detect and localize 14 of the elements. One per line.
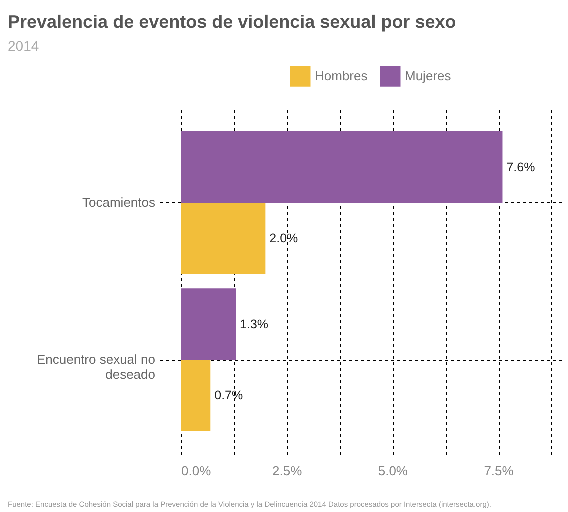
x-tick-label: 5.0% [378, 464, 408, 478]
data-label: 1.3% [240, 317, 269, 332]
data-label: 2.0% [270, 232, 298, 246]
x-tick-label: 2.5% [272, 464, 303, 478]
legend-label: Mujeres [405, 68, 452, 84]
x-tick-label: 7.5% [484, 464, 514, 478]
data-label: 7.6% [506, 160, 536, 174]
data-label: 0.7% [214, 388, 244, 403]
chart-title: Prevalencia de eventos de violencia sexual por sexo [8, 12, 456, 32]
x-tick-label: 0.0% [182, 464, 212, 478]
y-tick-label: Encuentro sexual no deseado [36, 352, 156, 382]
legend-label: Hombres [315, 68, 368, 84]
y-tick-label: Tocamientos [82, 194, 156, 210]
text: 2014 [8, 38, 40, 54]
